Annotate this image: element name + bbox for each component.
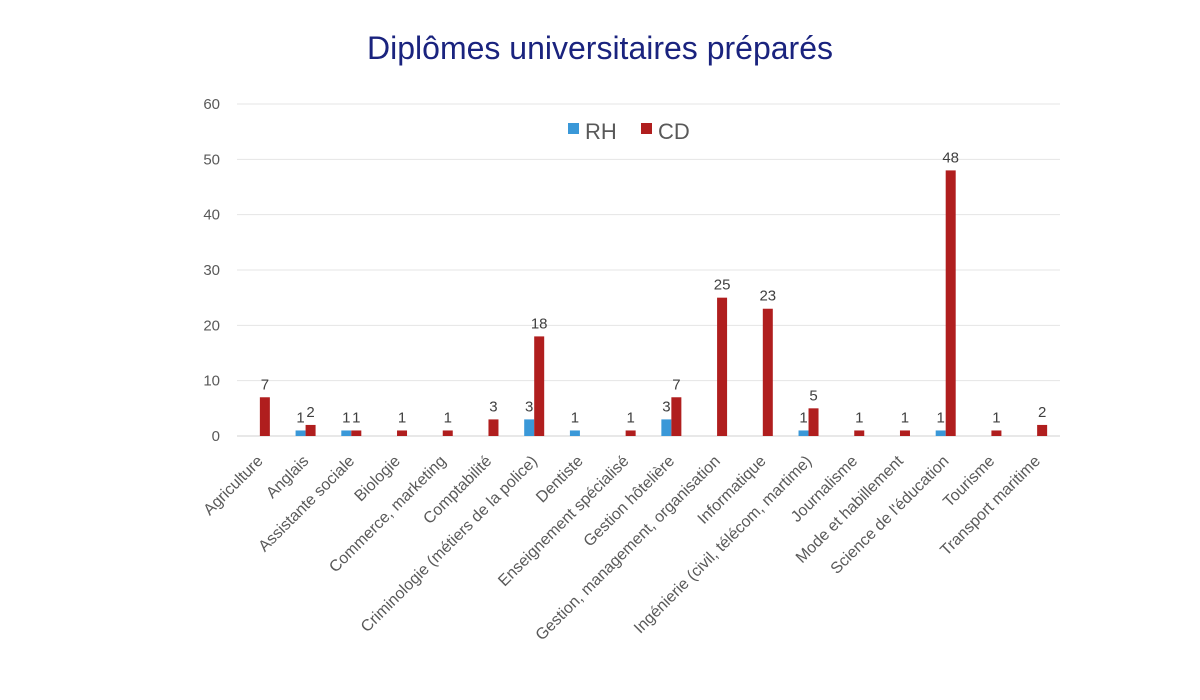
data-label-cd: 48 bbox=[942, 149, 959, 166]
bar-cd bbox=[625, 430, 636, 436]
y-tick-label: 20 bbox=[203, 317, 220, 334]
bar-rh bbox=[798, 430, 809, 436]
data-label-rh: 1 bbox=[571, 409, 579, 426]
data-label-cd: 2 bbox=[1038, 404, 1046, 421]
data-label-rh: 3 bbox=[525, 398, 533, 415]
bar-cd bbox=[991, 430, 1002, 436]
bar-cd bbox=[717, 297, 728, 436]
data-label-cd: 7 bbox=[261, 376, 269, 393]
y-tick-label: 50 bbox=[203, 151, 220, 168]
data-label-rh: 3 bbox=[662, 398, 670, 415]
bar-cd bbox=[534, 336, 545, 436]
legend-swatch-cd bbox=[641, 123, 652, 134]
data-label-cd: 1 bbox=[398, 409, 406, 426]
data-label-cd: 1 bbox=[855, 409, 863, 426]
bar-rh bbox=[569, 430, 580, 436]
data-label-cd: 1 bbox=[992, 409, 1000, 426]
chart-title: Diplômes universitaires préparés bbox=[367, 30, 833, 66]
bar-cd bbox=[671, 397, 682, 436]
data-label-rh: 1 bbox=[799, 409, 807, 426]
data-label-cd: 5 bbox=[809, 387, 817, 404]
bar-rh bbox=[524, 419, 535, 436]
bar-cd bbox=[488, 419, 499, 436]
bar-cd bbox=[899, 430, 910, 436]
bar-cd bbox=[808, 408, 819, 436]
y-tick-label: 40 bbox=[203, 207, 220, 224]
legend: RH CD bbox=[568, 119, 690, 144]
data-label-rh: 1 bbox=[342, 409, 350, 426]
data-label-rh: 1 bbox=[296, 409, 304, 426]
data-label-cd: 1 bbox=[444, 409, 452, 426]
bar-cd bbox=[945, 170, 956, 436]
data-label-cd: 2 bbox=[306, 404, 314, 421]
bar-cd bbox=[762, 308, 773, 436]
data-label-cd: 7 bbox=[672, 376, 680, 393]
bar-cd bbox=[305, 424, 316, 436]
data-label-cd: 1 bbox=[352, 409, 360, 426]
y-tick-label: 10 bbox=[203, 373, 220, 390]
data-label-cd: 1 bbox=[901, 409, 909, 426]
legend-swatch-rh bbox=[568, 123, 579, 134]
bar-rh bbox=[341, 430, 352, 436]
data-label-cd: 1 bbox=[626, 409, 634, 426]
bar-rh bbox=[295, 430, 306, 436]
data-label-rh: 1 bbox=[937, 409, 945, 426]
bar-cd bbox=[1037, 424, 1048, 436]
data-label-cd: 3 bbox=[489, 398, 497, 415]
legend-label-cd: CD bbox=[658, 119, 690, 144]
y-axis: 0 10 20 30 40 50 60 bbox=[203, 96, 220, 445]
data-label-cd: 18 bbox=[531, 315, 548, 332]
bar-cd bbox=[442, 430, 453, 436]
y-tick-label: 60 bbox=[203, 96, 220, 113]
y-tick-label: 30 bbox=[203, 262, 220, 279]
bar-cd bbox=[259, 397, 270, 436]
bars bbox=[259, 170, 1048, 436]
data-label-cd: 23 bbox=[759, 288, 776, 305]
bar-cd bbox=[397, 430, 408, 436]
gridlines bbox=[237, 103, 1060, 437]
y-tick-label: 0 bbox=[212, 428, 220, 445]
bar-cd bbox=[854, 430, 865, 436]
bar-cd bbox=[351, 430, 362, 436]
x-tick-label: Agriculture bbox=[201, 453, 267, 519]
data-label-cd: 25 bbox=[714, 277, 731, 294]
bar-rh bbox=[935, 430, 946, 436]
legend-label-rh: RH bbox=[585, 119, 617, 144]
bar-rh bbox=[661, 419, 672, 436]
